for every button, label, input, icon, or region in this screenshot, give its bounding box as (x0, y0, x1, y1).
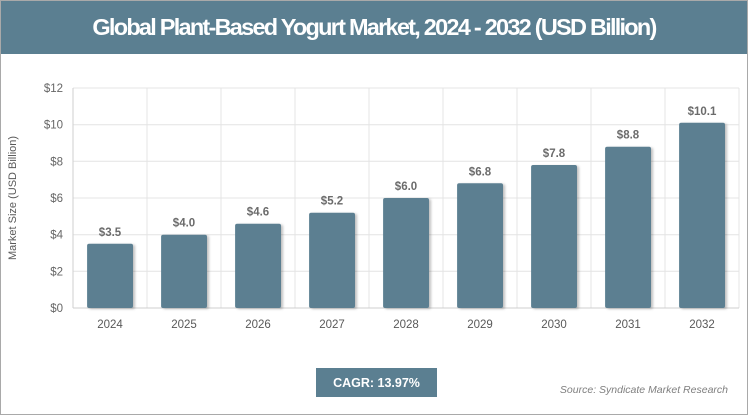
svg-text:$4.6: $4.6 (247, 207, 269, 219)
svg-text:$0: $0 (50, 303, 63, 315)
svg-text:$3.5: $3.5 (99, 227, 122, 239)
svg-text:$10.1: $10.1 (688, 106, 717, 118)
svg-text:$7.8: $7.8 (543, 148, 566, 160)
svg-text:$5.2: $5.2 (321, 196, 343, 208)
svg-text:$6.8: $6.8 (469, 166, 492, 178)
svg-text:$8: $8 (50, 156, 63, 168)
svg-text:$8.8: $8.8 (617, 130, 640, 142)
svg-text:$12: $12 (44, 83, 63, 95)
svg-text:2027: 2027 (319, 319, 345, 331)
svg-text:$6: $6 (50, 193, 63, 205)
svg-text:2029: 2029 (467, 319, 493, 331)
svg-text:2026: 2026 (245, 319, 271, 331)
svg-text:$6.0: $6.0 (395, 181, 417, 193)
svg-text:2024: 2024 (97, 319, 123, 331)
svg-text:$4: $4 (50, 230, 63, 242)
svg-text:2031: 2031 (615, 319, 641, 331)
svg-text:2028: 2028 (393, 319, 419, 331)
svg-text:2030: 2030 (541, 319, 567, 331)
svg-text:$4.0: $4.0 (173, 218, 195, 230)
svg-text:2032: 2032 (689, 319, 715, 331)
svg-text:$2: $2 (50, 266, 63, 278)
svg-text:$10: $10 (44, 120, 63, 132)
svg-text:2025: 2025 (171, 319, 197, 331)
